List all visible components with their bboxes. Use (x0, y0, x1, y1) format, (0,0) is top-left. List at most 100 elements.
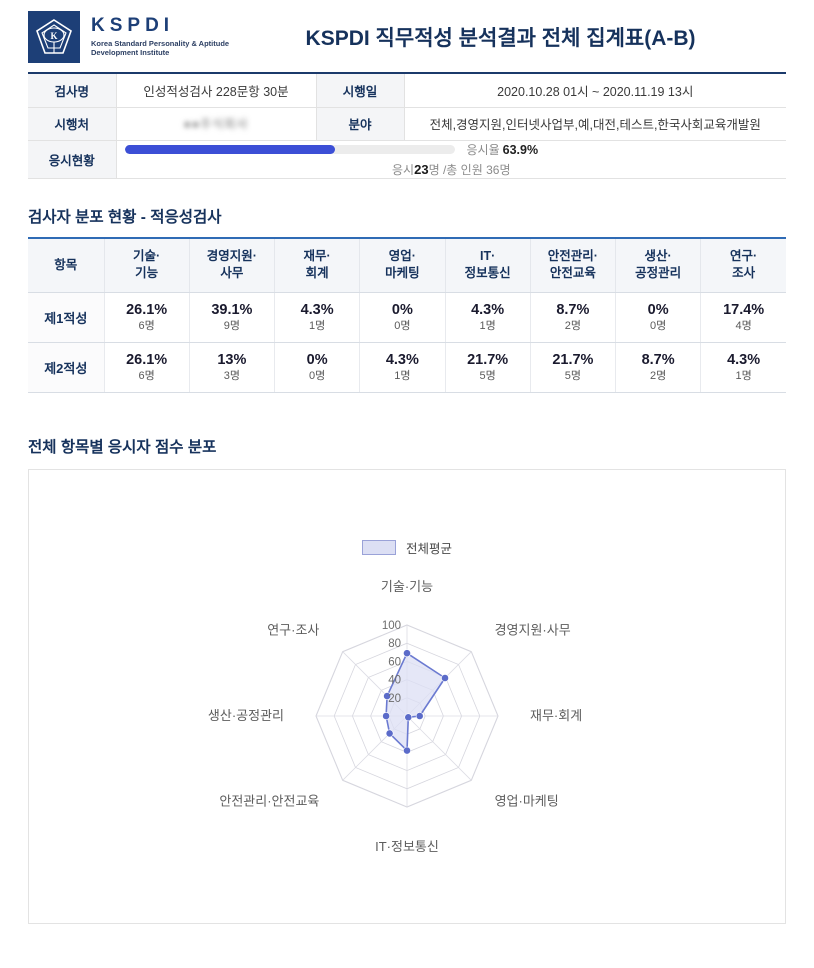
brand-subtitle-line1: Korea Standard Personality & Aptitude (91, 39, 230, 49)
svg-text:K: K (50, 31, 57, 41)
field-label: 분야 (316, 107, 405, 141)
cell-percent: 4.3% (385, 351, 419, 368)
table-row: 제2적성 26.1% 6명 13% 3명 0% 0명 4.3% 1명 21.7% 5명 21.7% 5명… (28, 342, 786, 393)
cell-r1-c5: 21.7% 5명 (530, 342, 617, 393)
column-header-2: 재무· 회계 (274, 237, 361, 293)
radar-chart-holder: 20 40 60 80 100 기술·기능 경영지원·사무 재무·회계 영업·마케팅 IT·정보통… (29, 566, 785, 866)
radar-point-2 (415, 712, 424, 720)
field-value: 전체,경영지원,인터넷사업부,예,대전,테스트,한국사회교육개발원 (404, 107, 786, 141)
column-header-3: 영업· 마케팅 (359, 237, 446, 293)
column-header-line: 영업· (388, 249, 416, 264)
date-label: 시행일 (316, 74, 405, 108)
cell-count: 4명 (735, 320, 752, 333)
column-header-0: 기술· 기능 (104, 237, 190, 293)
radar-axis-label-7: 연구·조사 (267, 622, 319, 637)
radar-axis-label-4: IT·정보통신 (375, 839, 439, 854)
column-header-line: 마케팅 (385, 266, 420, 281)
column-header-line: 기능 (135, 266, 159, 281)
cell-percent: 26.1% (126, 351, 168, 368)
cell-percent: 0% (391, 301, 413, 318)
column-header-7: 연구· 조사 (700, 237, 786, 293)
chart-section-title: 전체 항목별 응시자 점수 분포 (28, 439, 217, 456)
radar-axis-label-2: 재무·회계 (530, 708, 582, 723)
cell-percent: 17.4% (723, 301, 765, 318)
cell-r0-c1: 39.1% 9명 (189, 292, 276, 343)
cell-r1-c3: 4.3% 1명 (359, 342, 446, 393)
cell-r1-c4: 21.7% 5명 (445, 342, 531, 393)
radar-point-3 (404, 713, 413, 722)
radar-axis-label-3: 영업·마케팅 (495, 794, 559, 809)
brand-subtitle-line2: Development Institute (91, 48, 170, 58)
cell-count: 5명 (564, 370, 581, 383)
column-header-line: 공정관리 (635, 266, 682, 281)
status-label: 응시현황 (28, 140, 117, 179)
score-distribution-chart: 전체평균 20 40 60 80 100 기술·기능 경영지원·사무 재무·회계 영업·마케팅 I… (28, 469, 786, 924)
radar-spoke-3 (406, 715, 472, 781)
radar-axis-label-0: 기술·기능 (381, 579, 433, 594)
cell-r0-c3: 0% 0명 (359, 292, 446, 343)
cell-r0-c5: 8.7% 2명 (530, 292, 617, 343)
cell-count: 1명 (735, 370, 752, 383)
status-cell: 응시율 63.9% 응시23명 /총 인원 36명 (116, 140, 786, 179)
page-title: KSPDI 직무적성 분석결과 전체 집계표(A-B) (305, 27, 696, 50)
column-header-line: 정보통신 (464, 266, 511, 281)
taken-count: 23 (414, 161, 429, 177)
report-header: K KSPDI Korea Standard Personality & Apt… (28, 0, 786, 74)
cell-count: 0명 (309, 370, 326, 383)
cell-count: 1명 (309, 320, 326, 333)
table-row: 제1적성 26.1% 6명 39.1% 9명 4.3% 1명 0% 0명 4.3% 1명 8.7% 2명… (28, 292, 786, 343)
participation-rate: 응시율 63.9% (467, 141, 539, 158)
cell-r1-c1: 13% 3명 (189, 342, 276, 393)
cell-r0-c6: 0% 0명 (615, 292, 702, 343)
cell-count: 0명 (394, 320, 411, 333)
radar-tick-label-40: 40 (388, 675, 401, 687)
column-header-line: 안전교육 (549, 266, 596, 281)
exam-info-table: 검사명 인성적성검사 228문항 30분 시행일 2020.10.28 01시 … (28, 74, 786, 179)
kspdi-diamond-logo-icon: K (28, 11, 80, 63)
participation-counts: 응시23명 /총 인원 36명 (125, 161, 779, 178)
column-header-line: 안전관리· (547, 249, 598, 264)
distribution-table: 항목 기술· 기능 경영지원· 사무 재무· 회계 영업· 마케팅 IT· 정보통신 안전관리· 안전… (28, 236, 786, 393)
column-header-item: 항목 (28, 237, 105, 293)
cell-percent: 8.7% (556, 301, 590, 318)
column-header-line: IT· (479, 249, 496, 264)
test-name-label: 검사명 (28, 74, 117, 108)
total-prefix: /총 인원 (442, 162, 483, 177)
column-header-line: 생산· (644, 249, 672, 264)
rate-value: 63.9% (502, 142, 539, 157)
radar-point-5 (385, 729, 394, 738)
legend-label: 전체평균 (405, 542, 452, 556)
cell-percent: 0% (306, 351, 328, 368)
cell-count: 6명 (138, 320, 155, 333)
column-header-line: 연구· (730, 249, 758, 264)
radar-point-0 (403, 649, 411, 658)
column-header-6: 생산· 공정관리 (615, 237, 702, 293)
cell-r0-c7: 17.4% 4명 (700, 292, 786, 343)
cell-percent: 4.3% (727, 351, 761, 368)
taken-prefix: 응시 (392, 162, 415, 177)
cell-percent: 21.7% (552, 351, 594, 368)
radar-point-1 (441, 674, 449, 682)
column-header-1: 경영지원· 사무 (189, 237, 276, 293)
cell-r0-c0: 26.1% 6명 (104, 292, 190, 343)
radar-point-4 (403, 746, 411, 755)
cell-r1-c2: 0% 0명 (274, 342, 361, 393)
cell-percent: 21.7% (467, 351, 509, 368)
column-header-5: 안전관리· 안전교육 (530, 237, 617, 293)
brand-text: KSPDI Korea Standard Personality & Aptit… (91, 16, 229, 58)
taken-suffix: 명 (428, 162, 440, 177)
participation-progress-bar (124, 144, 455, 154)
column-header-4: IT· 정보통신 (445, 237, 531, 293)
radar-axis-label-1: 경영지원·사무 (495, 622, 571, 637)
cell-count: 5명 (479, 370, 496, 383)
row-label-1: 제2적성 (28, 342, 105, 393)
column-header-line: 사무 (220, 266, 244, 281)
cell-count: 2명 (564, 320, 581, 333)
radar-tick-label-20: 20 (388, 693, 401, 705)
radar-tick-label-80: 80 (388, 638, 401, 650)
radar-axis-label-6: 생산·공정관리 (208, 708, 284, 723)
cell-percent: 39.1% (211, 301, 253, 318)
column-header-line: 경영지원· (206, 249, 257, 264)
